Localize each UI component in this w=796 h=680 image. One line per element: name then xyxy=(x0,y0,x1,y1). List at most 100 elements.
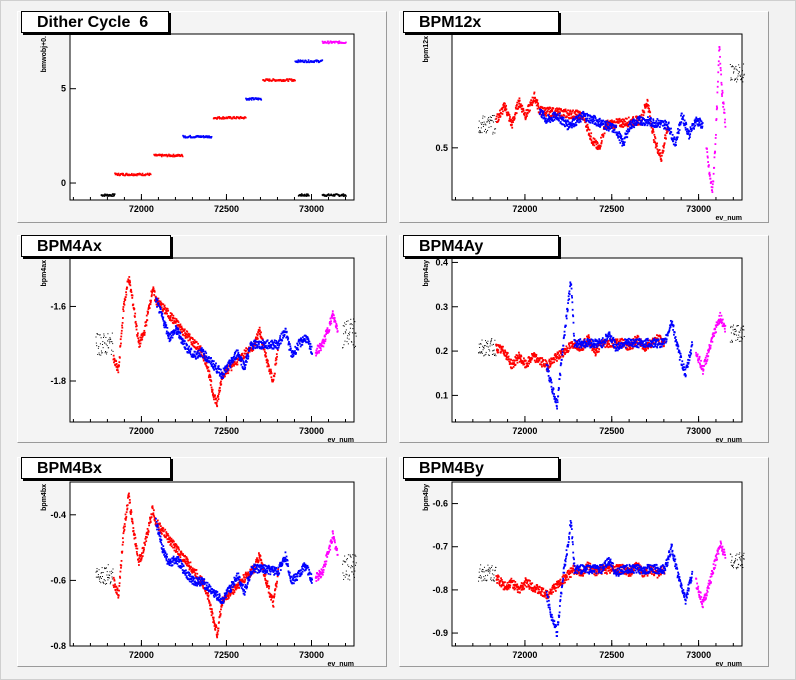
data-point xyxy=(663,124,666,127)
data-point xyxy=(588,128,591,131)
data-point xyxy=(111,332,113,334)
data-point xyxy=(694,124,697,127)
data-point xyxy=(186,351,189,354)
data-point xyxy=(514,106,517,109)
data-point xyxy=(711,191,714,193)
data-point xyxy=(619,132,621,135)
data-point xyxy=(158,153,161,156)
data-point xyxy=(610,335,613,338)
data-point xyxy=(538,359,541,362)
data-point xyxy=(569,109,572,112)
data-point xyxy=(205,355,208,358)
data-point xyxy=(723,327,726,330)
data-point xyxy=(105,583,107,585)
data-point xyxy=(645,122,648,124)
data-point xyxy=(689,126,692,129)
data-point xyxy=(126,173,129,176)
data-point xyxy=(610,123,612,125)
data-point xyxy=(117,596,120,599)
data-point xyxy=(698,357,701,359)
data-point xyxy=(654,137,657,140)
data-point xyxy=(283,335,285,338)
data-point xyxy=(315,59,317,61)
data-point xyxy=(621,337,623,340)
data-point xyxy=(602,122,605,125)
data-point xyxy=(739,74,741,76)
data-point xyxy=(577,110,579,113)
data-point xyxy=(140,557,143,560)
data-point xyxy=(722,102,725,105)
data-point xyxy=(511,359,514,362)
data-point xyxy=(490,340,492,342)
data-point xyxy=(276,355,278,358)
data-point xyxy=(595,147,598,150)
data-point xyxy=(125,293,128,296)
data-point xyxy=(345,41,347,44)
data-point xyxy=(626,128,629,131)
data-point xyxy=(163,308,165,311)
data-point xyxy=(634,343,637,346)
data-point xyxy=(172,322,175,325)
data-point xyxy=(504,351,507,354)
data-point xyxy=(288,343,291,346)
data-point xyxy=(599,126,601,128)
data-point xyxy=(656,122,659,124)
data-point xyxy=(308,194,310,197)
data-point xyxy=(602,133,604,136)
data-point xyxy=(729,341,731,343)
data-point xyxy=(111,578,113,580)
data-point xyxy=(139,342,142,345)
data-point xyxy=(274,342,277,345)
data-point xyxy=(650,126,653,129)
data-point xyxy=(497,351,500,354)
data-point xyxy=(225,370,228,373)
data-point xyxy=(100,350,102,352)
data-point xyxy=(233,355,235,358)
data-point xyxy=(267,79,270,82)
data-point xyxy=(323,42,326,44)
data-point xyxy=(618,341,620,344)
data-point xyxy=(101,194,103,196)
data-point xyxy=(576,116,579,119)
data-point xyxy=(332,194,335,197)
data-point xyxy=(219,372,222,375)
data-point xyxy=(148,304,151,307)
data-point xyxy=(256,333,258,336)
data-point xyxy=(150,295,153,298)
data-point xyxy=(261,345,264,348)
data-point xyxy=(263,348,266,351)
data-point xyxy=(161,153,164,156)
data-point xyxy=(670,127,672,130)
data-point xyxy=(648,115,651,118)
data-point xyxy=(101,344,103,346)
data-point xyxy=(632,345,634,348)
data-point xyxy=(96,570,98,572)
data-point xyxy=(347,564,349,566)
data-point xyxy=(659,155,662,158)
plot-frame xyxy=(69,481,355,647)
data-point xyxy=(150,290,153,293)
data-point xyxy=(656,344,659,346)
data-point xyxy=(648,344,650,346)
data-point xyxy=(333,42,336,44)
data-point xyxy=(205,135,208,138)
data-point xyxy=(623,141,626,144)
data-point xyxy=(218,374,221,377)
data-point xyxy=(548,115,551,118)
data-point xyxy=(272,344,275,347)
data-point xyxy=(508,114,511,116)
data-point xyxy=(549,360,552,363)
data-point xyxy=(114,589,117,592)
data-point xyxy=(207,357,210,360)
data-point xyxy=(613,339,616,342)
data-point xyxy=(297,348,300,351)
data-point xyxy=(104,580,106,582)
data-point xyxy=(343,344,345,346)
data-point xyxy=(325,331,328,334)
data-point xyxy=(203,357,206,360)
data-point xyxy=(566,116,568,118)
data-point xyxy=(274,359,277,362)
data-point xyxy=(663,123,666,125)
data-point xyxy=(554,116,557,119)
data-point xyxy=(715,133,717,136)
